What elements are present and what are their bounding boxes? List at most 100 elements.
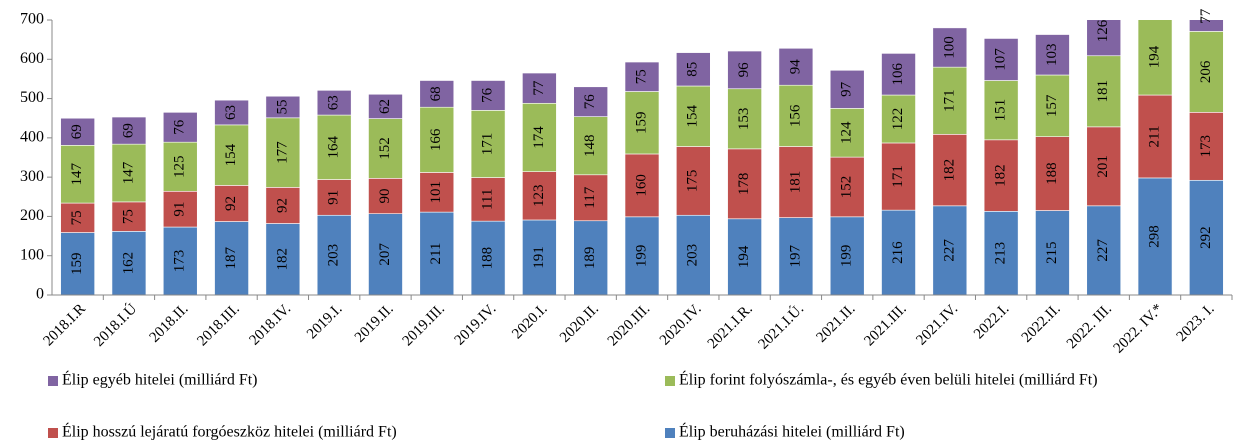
value-label: 215 [1044,242,1060,265]
x-tick-label: 2018.I.Ú [90,300,140,350]
x-tick-label: 2019.II. [352,301,397,346]
x-tick-label: 2022. IV.* [1111,301,1167,357]
bar-segment [111,201,147,232]
x-tick-label: 2020.III. [605,301,653,349]
value-label: 298 [1146,225,1162,248]
value-label: 94 [787,59,803,75]
value-label: 91 [172,202,188,217]
bar-segment [1189,31,1224,113]
value-label: 182 [274,248,290,271]
x-tick-label: 2020.IV. [657,301,705,349]
value-label: 77 [531,80,547,96]
y-tick-label: 200 [20,207,44,224]
bar-segment [829,216,865,296]
bar-segment [265,223,301,296]
value-label: 92 [274,198,290,213]
y-tick-label: 0 [36,286,44,303]
y-tick-label: 500 [20,89,44,106]
bar-segment [60,117,95,146]
bar-segment [1086,205,1122,296]
bar-segment [778,217,814,296]
bar-segment [368,93,403,119]
bar-segment [60,232,95,296]
value-label: 152 [377,137,393,160]
value-label: 107 [993,48,1009,71]
value-label: 182 [941,159,957,182]
bar-segment [316,214,352,296]
value-label: 191 [531,246,547,269]
bar-segment [522,72,557,104]
bar-segment [265,117,301,188]
value-label: 101 [428,181,444,204]
value-label: 181 [787,171,803,194]
bar-segment [162,190,198,228]
bar-segment [162,112,198,143]
x-tick-label: 2020.I. [509,301,550,342]
bar-segment [419,211,455,296]
legend-label: Élip forint folyószámla-, és egyéb éven … [679,370,1098,389]
value-label: 63 [223,105,239,120]
value-label: 75 [633,69,649,84]
bar-segment [829,108,865,158]
x-tick-label: 2022.II. [1019,301,1064,346]
value-label: 96 [736,62,752,78]
bar-segment [316,114,352,180]
value-label: 152 [839,176,855,199]
bar-segment [932,27,968,68]
bar-segment [419,172,455,213]
legend-label: Élip egyéb hitelei (milliárd Ft) [62,370,258,389]
x-tick-label: 2021.II. [814,301,859,346]
value-label: 182 [993,164,1009,187]
x-tick-label: 2018.II. [147,301,192,346]
bar-segment [676,85,711,147]
x-tick-label: 2018.I.R [40,301,88,349]
value-label: 227 [1095,239,1111,262]
y-tick-label: 600 [20,50,44,67]
y-tick-label: 400 [20,129,44,146]
bar-segment [419,80,455,108]
value-label: 63 [326,95,342,110]
value-label: 160 [633,174,649,197]
value-label: 178 [736,173,752,196]
bar-segment [727,148,762,220]
bar-segment [983,80,1019,141]
bar-segment [470,177,506,222]
value-label: 124 [839,121,855,144]
value-label: 92 [223,196,239,211]
value-label: 75 [120,209,136,224]
value-label: 162 [120,252,136,275]
bar-segment [983,211,1019,296]
value-label: 171 [941,89,957,112]
bar-segment [214,124,249,186]
bar-segment [624,91,660,155]
value-label: 126 [1095,19,1111,42]
legend-label: Élip beruházási hitelei (milliárd Ft) [679,422,905,441]
bar-segment [470,220,506,296]
value-label: 148 [582,134,598,157]
bar-segment [1035,210,1070,296]
bar-segment [573,116,608,176]
x-tick-label: 2019.I. [304,301,345,342]
value-label: 151 [993,99,1009,122]
value-label: 125 [172,155,188,178]
bar-segment [624,61,660,92]
bar-segment [265,95,301,119]
value-label: 211 [1146,126,1162,148]
value-label: 159 [633,111,649,134]
value-label: 75 [69,210,85,225]
legend-swatch [665,428,675,438]
value-label: 177 [274,141,290,164]
bar-segment [1137,94,1173,179]
bar-segment [829,69,865,109]
bars [60,20,1224,296]
x-tick-label: 2018.IV. [246,301,294,349]
bar-segment [829,156,865,218]
bar-segment [778,47,814,86]
bar-segment [265,187,301,224]
x-tick-label: 2018.III. [194,301,242,349]
value-label: 173 [172,250,188,273]
bar-segment [778,146,814,218]
value-label: 91 [326,190,342,205]
value-label: 111 [480,189,496,210]
bar-segment [214,221,249,296]
